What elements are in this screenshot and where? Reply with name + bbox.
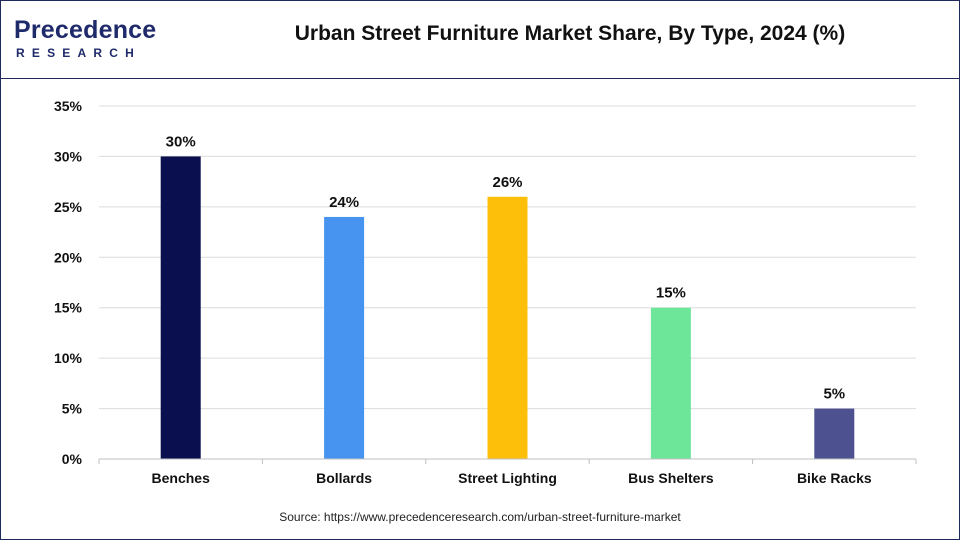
brand-name-rest: recedence [30,16,157,44]
x-tick-label: Bus Shelters [628,470,714,486]
y-tick-label: 25% [54,199,83,215]
x-tick-label: Benches [152,470,211,486]
y-tick-label: 20% [54,249,83,265]
data-label: 5% [823,386,845,403]
brand-subname: RESEARCH [16,46,141,60]
y-tick-label: 30% [54,148,83,164]
brand-name: Precedence [14,16,156,45]
bar [160,156,201,459]
brand-logo: Precedence RESEARCH [14,14,164,64]
y-tick-label: 15% [54,300,83,316]
data-label: 24% [329,194,359,211]
bar [814,408,855,459]
header: Precedence RESEARCH Urban Street Furnitu… [0,0,960,79]
bar-chart: 0% 5% 10% 15% 20% 25% 30% 35% 30% 24% 26% 15% 5% Be… [54,98,917,486]
data-label: 30% [166,133,196,150]
data-label: 15% [656,285,686,302]
bar [324,216,365,459]
y-tick-label: 10% [54,350,83,366]
x-tick-label: Street Lighting [458,470,557,486]
brand-name-lead: P [14,16,31,44]
x-axis-labels: Benches Bollards Street Lighting Bus Shelte… [152,470,872,486]
y-tick-label: 35% [54,98,83,114]
x-axis [98,458,917,464]
y-tick-label: 0% [62,451,83,467]
y-tick-label: 5% [62,401,83,417]
source-note: Source: https://www.precedenceresearch.c… [279,510,681,524]
bar [487,196,528,459]
y-axis-ticks: 0% 5% 10% 15% 20% 25% 30% 35% [54,98,83,467]
chart-title: Urban Street Furniture Market Share, By … [294,22,846,45]
bar [650,307,691,459]
data-label: 26% [492,174,522,191]
gridlines [99,105,916,410]
x-tick-label: Bike Racks [797,470,872,486]
bars: 30% 24% 26% 15% 5% [160,133,855,459]
x-tick-label: Bollards [316,470,372,486]
